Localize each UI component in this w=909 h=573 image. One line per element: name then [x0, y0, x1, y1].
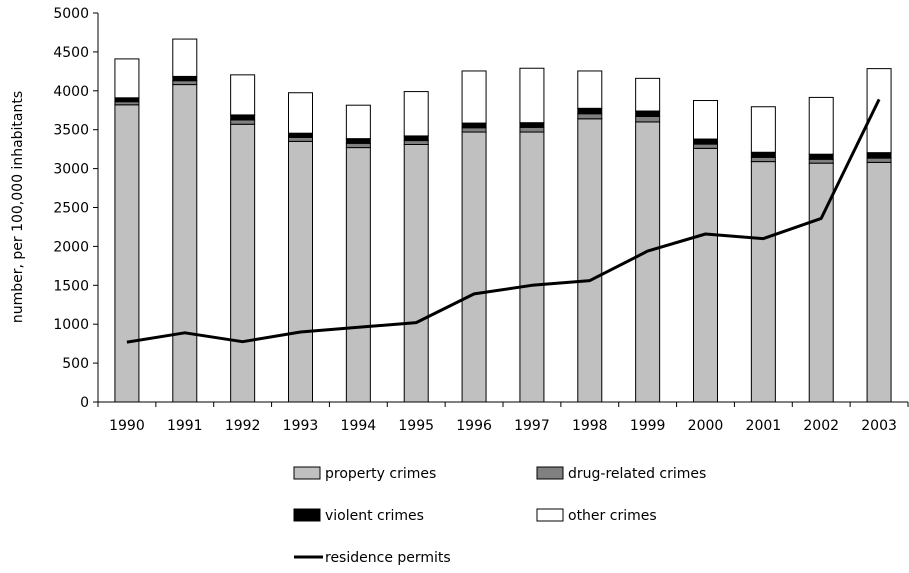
bar-segment-drug-related-crimes	[461, 127, 487, 133]
legend-swatch	[293, 466, 321, 480]
bar-segment-violent-crimes	[114, 97, 140, 103]
bar-segment-drug-related-crimes	[288, 136, 313, 142]
stacked-bars	[114, 38, 892, 403]
x-tick-label: 1999	[630, 418, 666, 434]
bar-segment-other-crimes	[461, 70, 487, 124]
x-tick-label: 1997	[514, 418, 550, 434]
bar-segment-other-crimes	[635, 77, 661, 112]
bar-segment-drug-related-crimes	[577, 113, 603, 120]
bar-segment-drug-related-crimes	[519, 126, 545, 133]
bar-segment-drug-related-crimes	[866, 157, 892, 163]
x-axis-ticks: 1990 1991 1992 1993 1994 1995 1996 1997 1998 1999…	[97, 402, 909, 434]
bar-segment-other-crimes	[288, 92, 313, 134]
x-tick-label: 2001	[746, 418, 782, 434]
bar-segment-property-crimes	[866, 161, 892, 403]
bar-segment-property-crimes	[230, 123, 256, 403]
bar-segment-violent-crimes	[345, 138, 371, 144]
x-tick-label: 1996	[456, 418, 492, 434]
bar-segment-property-crimes	[345, 147, 371, 403]
y-axis-ticks: 0 500 1000 1500 2000 2500 3000 3500 4000 4500 5000	[53, 6, 98, 411]
bar-segment-drug-related-crimes	[808, 158, 834, 164]
bar-segment-other-crimes	[577, 70, 603, 109]
x-tick-label: 1994	[341, 418, 377, 434]
legend: property crimes drug-related crimes violen…	[293, 466, 706, 566]
bar-segment-drug-related-crimes	[635, 115, 661, 123]
y-tick-label: 2000	[53, 239, 89, 255]
legend-label: residence permits	[325, 550, 451, 566]
bar-segment-drug-related-crimes	[230, 119, 256, 125]
legend-label: other crimes	[568, 508, 657, 524]
bar-segment-property-crimes	[172, 84, 198, 403]
x-tick-label: 1993	[283, 418, 319, 434]
bar-segment-violent-crimes	[461, 122, 487, 129]
x-tick-label: 2003	[861, 418, 897, 434]
bar-segment-property-crimes	[519, 131, 545, 403]
y-tick-label: 5000	[53, 6, 89, 22]
bar-segment-other-crimes	[866, 68, 892, 154]
bar-segment-other-crimes	[750, 106, 776, 153]
bar-segment-drug-related-crimes	[345, 142, 371, 149]
x-tick-label: 1995	[398, 418, 434, 434]
bar-segment-violent-crimes	[693, 138, 718, 145]
bar-segment-violent-crimes	[808, 153, 834, 160]
bar-segment-drug-related-crimes	[403, 140, 429, 145]
legend-label: violent crimes	[325, 508, 424, 524]
bar-segment-property-crimes	[635, 121, 661, 403]
x-tick-label: 1990	[109, 418, 145, 434]
y-tick-label: 500	[62, 356, 89, 372]
bar-segment-drug-related-crimes	[172, 80, 198, 86]
legend-swatch	[536, 466, 564, 480]
y-tick-label: 0	[80, 395, 89, 411]
bar-segment-violent-crimes	[577, 107, 603, 115]
bar-segment-property-crimes	[114, 104, 140, 403]
bar-segment-violent-crimes	[288, 132, 313, 138]
y-tick-label: 4000	[53, 84, 89, 100]
y-tick-label: 2500	[53, 201, 89, 217]
bar-segment-other-crimes	[345, 104, 371, 140]
bar-segment-other-crimes	[172, 38, 198, 77]
bar-segment-property-crimes	[577, 118, 603, 403]
legend-swatch	[293, 508, 321, 522]
legend-label: drug-related crimes	[568, 466, 706, 482]
bar-segment-property-crimes	[750, 161, 776, 403]
bar-segment-other-crimes	[808, 96, 834, 155]
x-tick-label: 2000	[688, 418, 724, 434]
bar-segment-other-crimes	[230, 74, 256, 116]
bar-segment-violent-crimes	[519, 122, 545, 128]
x-tick-label: 1991	[167, 418, 203, 434]
legend-label: property crimes	[325, 466, 436, 482]
bar-segment-violent-crimes	[750, 151, 776, 158]
y-tick-label: 4500	[53, 45, 89, 61]
y-tick-label: 1000	[53, 317, 89, 333]
bar-segment-other-crimes	[114, 58, 140, 99]
x-tick-label: 1998	[572, 418, 608, 434]
y-axis-label: number, per 100,000 inhabitants	[10, 91, 26, 323]
bar-segment-violent-crimes	[230, 114, 256, 121]
x-tick-label: 1992	[225, 418, 261, 434]
bar-segment-other-crimes	[519, 67, 545, 124]
bar-segment-violent-crimes	[866, 152, 892, 159]
y-tick-label: 1500	[53, 278, 89, 294]
bar-segment-violent-crimes	[172, 75, 198, 82]
bar-segment-drug-related-crimes	[693, 143, 718, 149]
y-tick-label: 3000	[53, 162, 89, 178]
x-tick-label: 2002	[803, 418, 839, 434]
bar-segment-other-crimes	[693, 100, 718, 140]
legend-swatch	[536, 508, 564, 522]
bar-segment-property-crimes	[693, 147, 718, 403]
bar-segment-property-crimes	[461, 131, 487, 403]
residence-permits-line	[126, 98, 881, 344]
bar-segment-other-crimes	[403, 91, 429, 137]
bar-segment-property-crimes	[288, 140, 313, 403]
y-tick-label: 3500	[53, 123, 89, 139]
bar-segment-drug-related-crimes	[750, 156, 776, 163]
bar-segment-violent-crimes	[635, 110, 661, 117]
bar-segment-violent-crimes	[403, 135, 429, 142]
bar-segment-property-crimes	[403, 143, 429, 403]
